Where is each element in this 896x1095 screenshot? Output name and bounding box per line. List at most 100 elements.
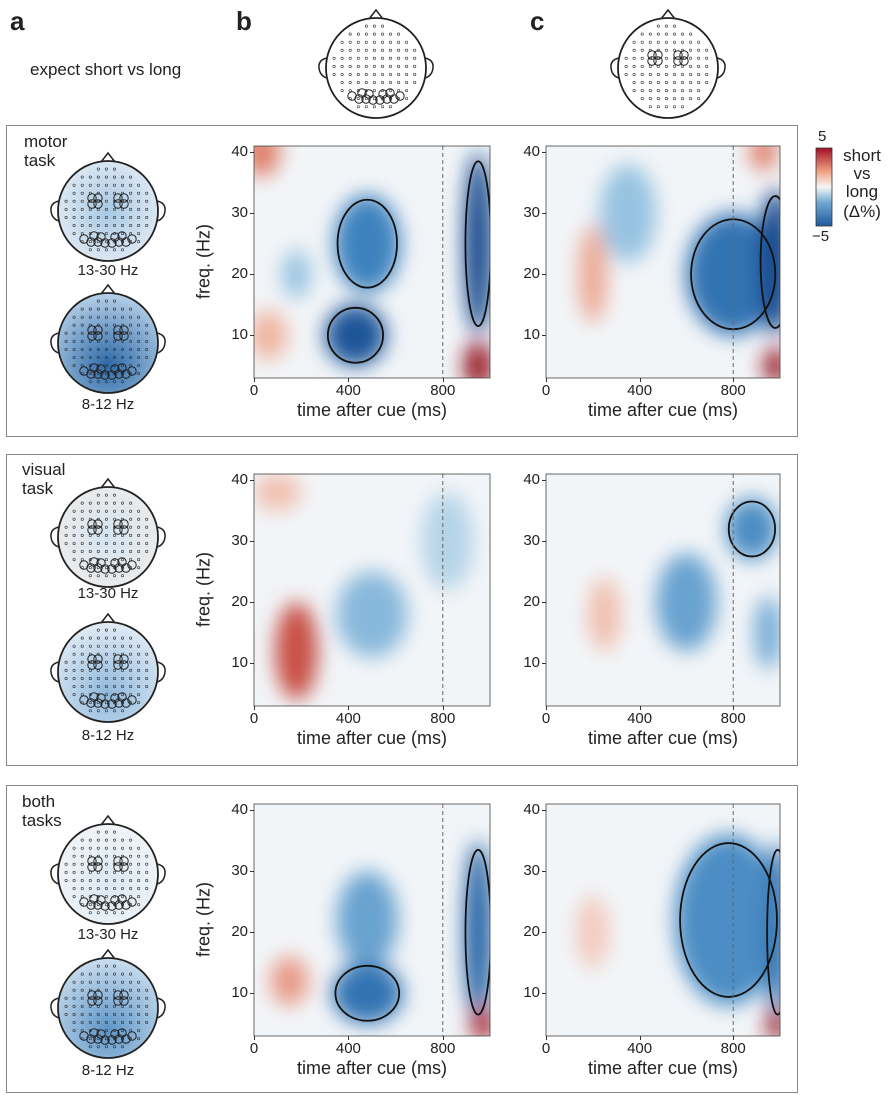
y-tick-label: 40 xyxy=(231,143,248,161)
x-tick-label: 400 xyxy=(335,382,361,399)
x-tick xyxy=(348,706,350,710)
y-tick xyxy=(250,993,254,995)
tf-blob xyxy=(336,571,408,658)
task-label-both: both tasks xyxy=(22,792,62,830)
significance-contour xyxy=(464,848,490,1016)
y-tick-label: 20 xyxy=(523,265,540,283)
y-tick xyxy=(542,871,546,873)
y-tick xyxy=(542,541,546,543)
x-tick-label: 0 xyxy=(541,710,551,727)
task-label-line: motor xyxy=(24,132,68,151)
y-tick-label: 40 xyxy=(523,801,540,819)
x-tick xyxy=(639,706,641,710)
significance-contour xyxy=(759,195,780,329)
y-tick-label: 20 xyxy=(523,923,540,941)
x-tick-label: 800 xyxy=(720,710,746,727)
topomap-motor-8-12 xyxy=(50,283,166,394)
y-tick xyxy=(250,152,254,154)
y-tick-label: 40 xyxy=(523,471,540,489)
tf-blob xyxy=(254,474,302,511)
colorbar-title-line: (Δ%) xyxy=(843,202,881,221)
x-tick xyxy=(348,378,350,382)
y-tick-label: 10 xyxy=(523,984,540,1002)
panel-letter-c: c xyxy=(530,6,545,36)
x-tick-label: 800 xyxy=(720,382,746,399)
x-tick xyxy=(442,378,444,382)
y-tick xyxy=(542,810,546,812)
row-box-motor xyxy=(6,125,798,437)
colorbar-title-line: vs xyxy=(853,164,871,183)
colorbar xyxy=(815,147,833,227)
x-tick xyxy=(254,378,255,382)
x-tick-label: 800 xyxy=(430,710,456,727)
panel-letter-b: b xyxy=(236,6,252,36)
task-label-line: both xyxy=(22,792,56,811)
band-label: 13-30 Hz xyxy=(77,585,139,602)
topomap-both-13-30 xyxy=(50,814,166,925)
x-tick-label: 0 xyxy=(249,710,259,727)
y-tick-label: 20 xyxy=(231,923,248,941)
x-tick xyxy=(442,1036,444,1040)
topomap-visual-13-30 xyxy=(50,477,166,588)
tf-blob xyxy=(331,962,403,1024)
task-label-line: task xyxy=(24,151,56,170)
y-tick-label: 20 xyxy=(231,265,248,283)
tf-map-motor-b xyxy=(253,145,491,379)
y-tick xyxy=(250,213,254,215)
tf-blob xyxy=(464,152,490,336)
y-tick xyxy=(542,932,546,934)
x-axis-label: time after cue (ms) xyxy=(296,1058,448,1078)
tf-blob xyxy=(758,188,780,336)
topomap-visual-8-12 xyxy=(50,612,166,723)
y-tick-label: 40 xyxy=(231,471,248,489)
y-tick-label: 10 xyxy=(523,326,540,344)
tf-blob xyxy=(655,553,717,652)
task-label-line: task xyxy=(22,479,54,498)
y-tick xyxy=(250,810,254,812)
y-tick xyxy=(250,274,254,276)
y-tick xyxy=(250,541,254,543)
tf-blob xyxy=(334,194,401,293)
y-tick-label: 30 xyxy=(523,862,540,880)
colorbar-max: 5 xyxy=(818,128,827,145)
x-tick xyxy=(546,1036,547,1040)
y-tick-label: 30 xyxy=(523,204,540,222)
significance-contour xyxy=(334,964,401,1022)
y-tick xyxy=(542,602,546,604)
tf-blob xyxy=(749,146,778,171)
significance-contour xyxy=(464,160,490,327)
x-tick xyxy=(639,1036,641,1040)
tf-blob xyxy=(464,341,490,378)
y-tick-label: 40 xyxy=(231,801,248,819)
tf-blob xyxy=(464,840,490,1024)
y-tick xyxy=(542,274,546,276)
tf-blob xyxy=(336,871,398,969)
topomap-both-8-12 xyxy=(50,948,166,1059)
y-axis-label: freq. (Hz) xyxy=(193,224,214,300)
x-axis-label: time after cue (ms) xyxy=(296,728,448,748)
x-axis-label: time after cue (ms) xyxy=(587,400,739,420)
x-tick-label: 400 xyxy=(627,382,653,399)
x-tick xyxy=(348,1036,350,1040)
x-tick-label: 0 xyxy=(249,382,259,399)
y-tick xyxy=(250,602,254,604)
y-tick-label: 30 xyxy=(523,532,540,550)
significance-contour xyxy=(326,306,384,364)
x-tick-label: 0 xyxy=(541,382,551,399)
colorbar-min: −5 xyxy=(812,228,830,245)
task-label-line: visual xyxy=(22,460,66,479)
panel-letter-a: a xyxy=(10,6,25,36)
tf-map-both-b xyxy=(253,803,491,1037)
y-tick-label: 10 xyxy=(231,654,248,672)
y-tick-label: 30 xyxy=(231,862,248,880)
band-label: 13-30 Hz xyxy=(77,926,139,943)
significance-contour xyxy=(727,500,776,558)
x-tick-label: 0 xyxy=(249,1040,259,1057)
tf-blob xyxy=(576,895,610,969)
x-tick xyxy=(254,706,255,710)
significance-contour xyxy=(336,198,398,289)
band-label: 8-12 Hz xyxy=(81,396,135,413)
x-tick-label: 800 xyxy=(720,1040,746,1057)
y-tick-label: 10 xyxy=(231,984,248,1002)
y-tick-label: 10 xyxy=(231,326,248,344)
